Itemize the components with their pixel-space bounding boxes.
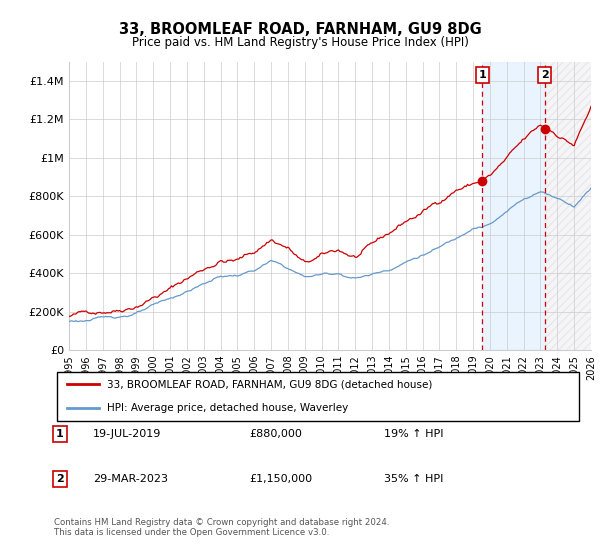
Text: Contains HM Land Registry data © Crown copyright and database right 2024.
This d: Contains HM Land Registry data © Crown c… (54, 518, 389, 538)
Text: £1,150,000: £1,150,000 (249, 474, 312, 484)
Text: Price paid vs. HM Land Registry's House Price Index (HPI): Price paid vs. HM Land Registry's House … (131, 36, 469, 49)
Text: 33, BROOMLEAF ROAD, FARNHAM, GU9 8DG: 33, BROOMLEAF ROAD, FARNHAM, GU9 8DG (119, 22, 481, 38)
FancyBboxPatch shape (56, 372, 580, 421)
Text: HPI: Average price, detached house, Waverley: HPI: Average price, detached house, Wave… (107, 403, 348, 413)
Text: £880,000: £880,000 (249, 429, 302, 439)
Text: 35% ↑ HPI: 35% ↑ HPI (384, 474, 443, 484)
Text: 2: 2 (541, 70, 548, 80)
Text: 33, BROOMLEAF ROAD, FARNHAM, GU9 8DG (detached house): 33, BROOMLEAF ROAD, FARNHAM, GU9 8DG (de… (107, 380, 432, 390)
Text: 2: 2 (56, 474, 64, 484)
Text: 1: 1 (478, 70, 486, 80)
Text: 19% ↑ HPI: 19% ↑ HPI (384, 429, 443, 439)
Text: 1: 1 (56, 429, 64, 439)
Text: 29-MAR-2023: 29-MAR-2023 (93, 474, 168, 484)
Text: 19-JUL-2019: 19-JUL-2019 (93, 429, 161, 439)
